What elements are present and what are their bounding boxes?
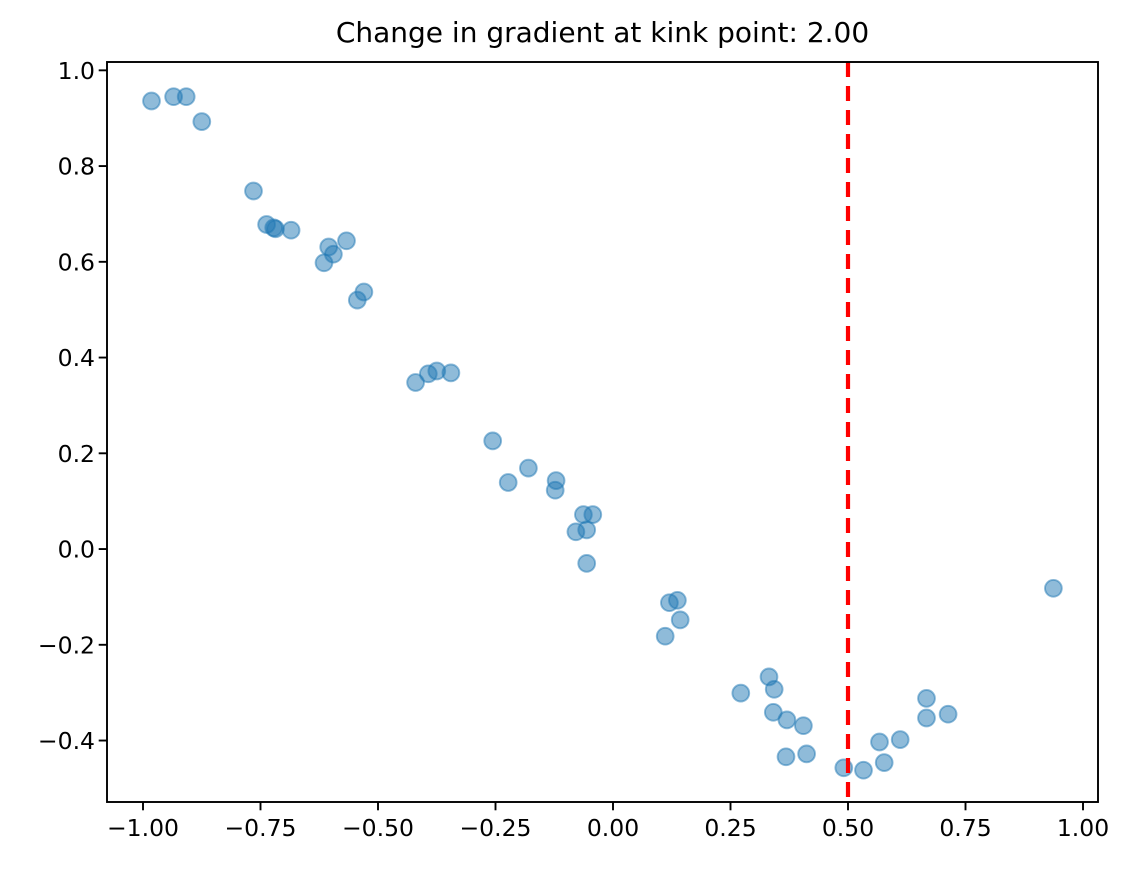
scatter-point xyxy=(244,181,263,201)
x-tick-label: −0.50 xyxy=(342,814,414,842)
scatter-point xyxy=(938,704,958,724)
scatter-point xyxy=(917,689,936,708)
scatter-point xyxy=(281,220,301,240)
y-tick-label: −0.4 xyxy=(38,727,95,755)
scatter-point xyxy=(776,747,796,767)
x-tick-label: 0.75 xyxy=(939,814,991,842)
scatter-point xyxy=(192,112,212,131)
scatter-point xyxy=(731,683,751,703)
scatter-point xyxy=(874,753,894,772)
scatter-point xyxy=(794,716,813,736)
x-tick-label: −1.00 xyxy=(107,814,179,842)
y-tick-label: −0.2 xyxy=(38,631,95,659)
scatter-point xyxy=(354,282,374,302)
y-tick-label: 1.0 xyxy=(58,57,95,85)
scatter-point xyxy=(890,730,910,749)
scatter-point xyxy=(668,590,687,610)
y-tick-label: 0.4 xyxy=(58,344,95,372)
scatter-point xyxy=(324,244,343,264)
scatter-point xyxy=(483,431,503,451)
scatter-point xyxy=(655,626,675,646)
scatter-point xyxy=(546,471,566,490)
scatter-point xyxy=(406,373,425,392)
x-tick-label: 0.25 xyxy=(704,814,756,842)
scatter-point xyxy=(797,744,816,764)
scatter-point xyxy=(441,363,461,383)
scatter-point xyxy=(519,458,538,478)
y-tick-label: 0.6 xyxy=(58,248,95,276)
axes-spines xyxy=(106,61,1099,803)
scatter-point xyxy=(577,554,597,573)
y-tick-label: 0.0 xyxy=(58,536,95,564)
scatter-point xyxy=(870,732,889,752)
scatter-point xyxy=(1044,578,1063,598)
x-tick-label: −0.25 xyxy=(459,814,531,842)
scatter-point xyxy=(854,760,873,780)
x-tick-label: 0.00 xyxy=(587,814,639,842)
scatter-point xyxy=(583,505,603,524)
scatter-point xyxy=(777,710,797,730)
x-tick-label: 1.00 xyxy=(1057,814,1109,842)
scatter-point xyxy=(917,708,936,728)
x-tick-label: 0.50 xyxy=(822,814,874,842)
y-tick-label: 0.8 xyxy=(58,153,95,181)
scatter-point xyxy=(266,219,285,239)
scatter-point xyxy=(764,679,784,699)
scatter-point xyxy=(577,520,597,540)
scatter-point xyxy=(670,610,690,630)
x-tick-label: −0.75 xyxy=(224,814,296,842)
scatter-point xyxy=(337,231,356,251)
scatter-point xyxy=(142,91,161,111)
y-tick-label: 0.2 xyxy=(58,440,95,468)
scatter-point xyxy=(498,473,518,492)
scatter-point xyxy=(176,87,196,107)
chart-title: Change in gradient at kink point: 2.00 xyxy=(335,16,870,49)
